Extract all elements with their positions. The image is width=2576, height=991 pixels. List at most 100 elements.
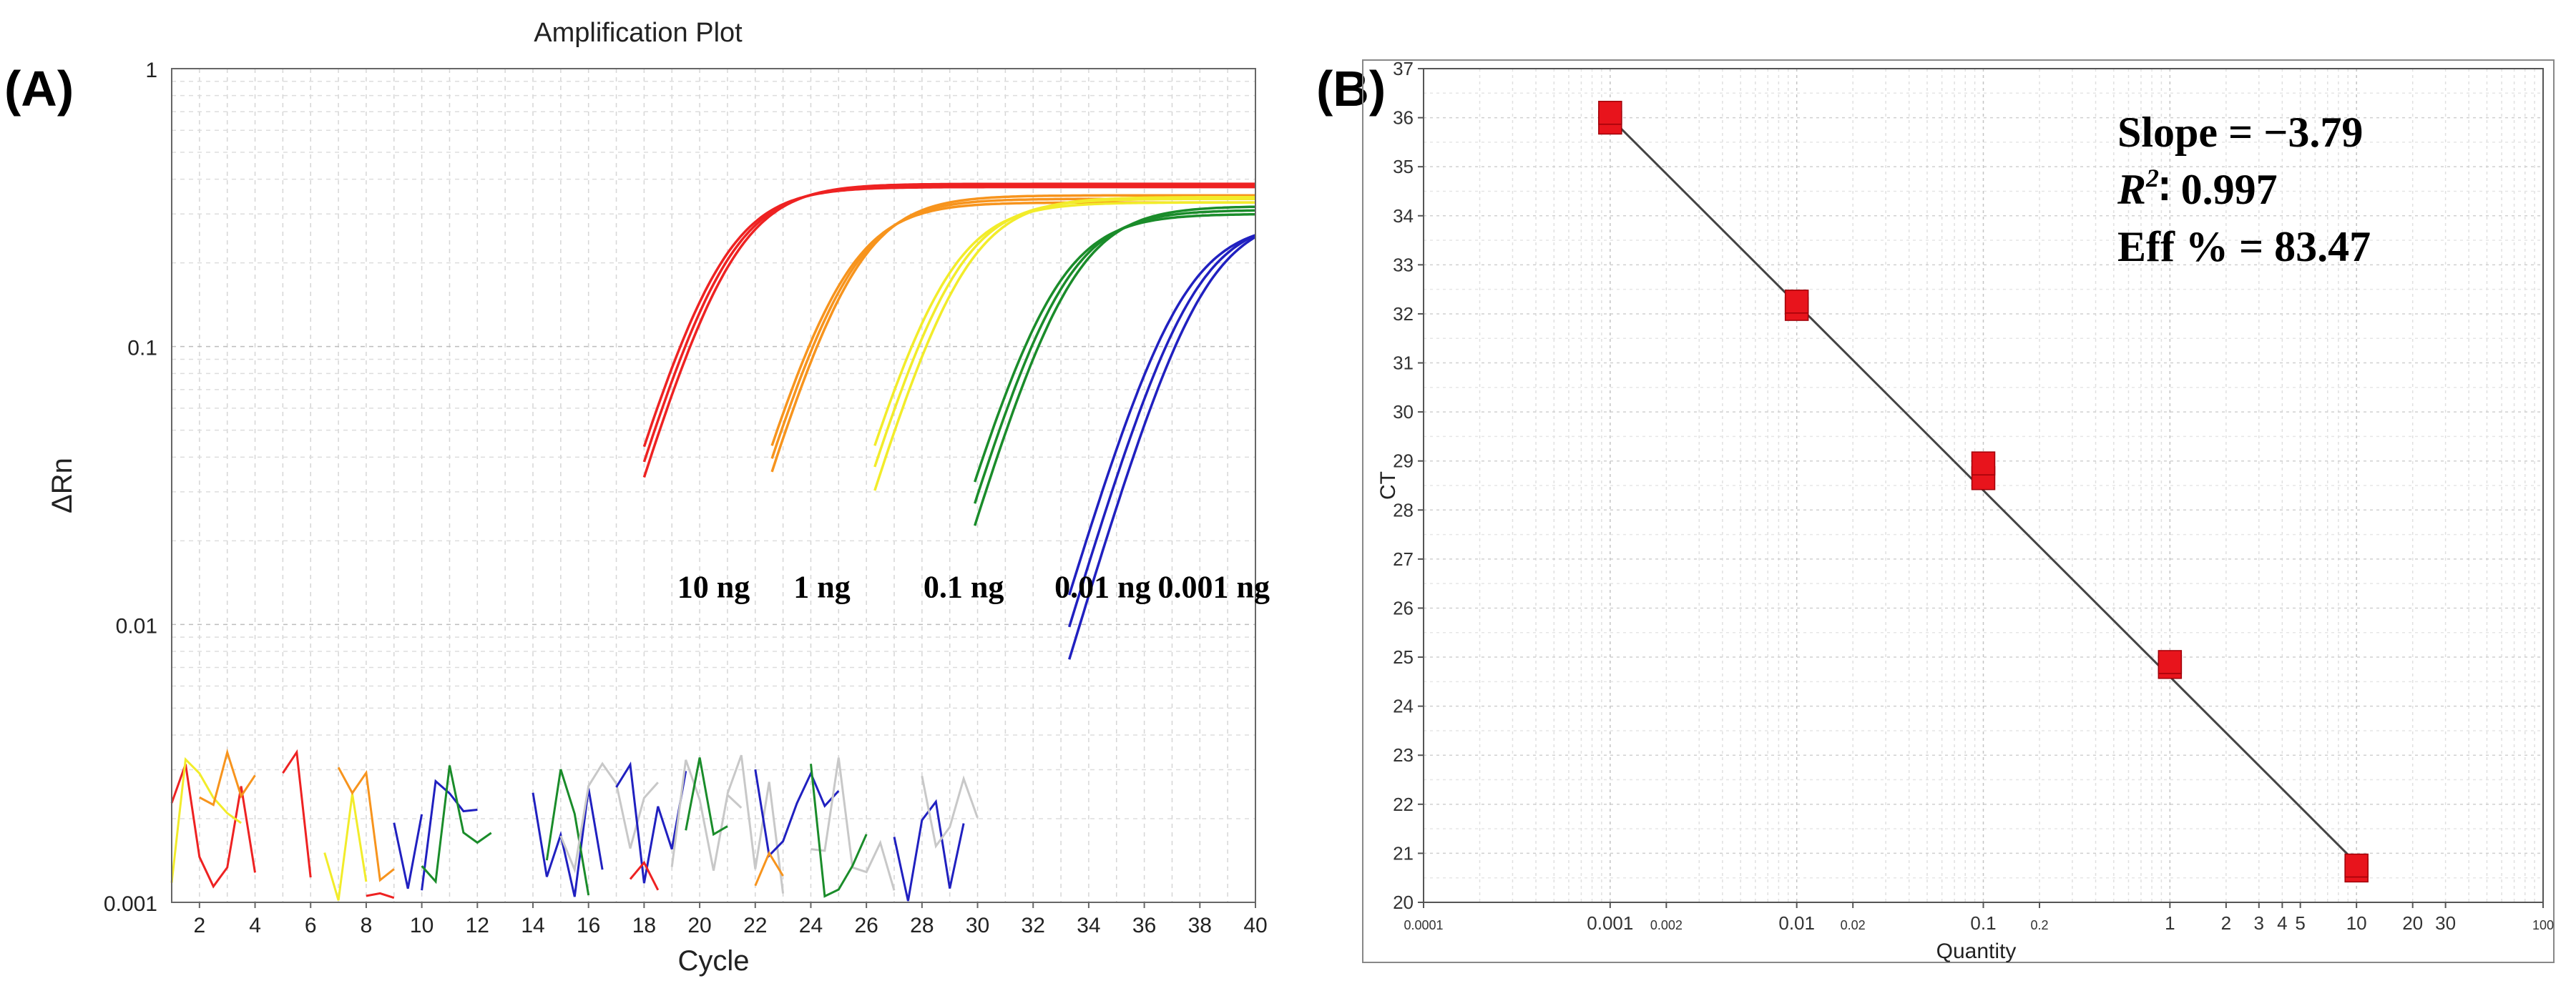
baseline-noise-line	[199, 748, 256, 807]
y-tick-label: 27	[1393, 548, 1414, 570]
y-tick-label: 20	[1393, 892, 1414, 913]
y-tick-label: 34	[1393, 205, 1414, 227]
y-tick-label: 36	[1393, 107, 1414, 129]
x-tick-label: 38	[1188, 914, 1212, 937]
y-tick-label: 0.01	[116, 614, 157, 638]
x-tick-label: 10	[2346, 912, 2367, 934]
amplification-curve	[770, 194, 1255, 473]
x-tick-label: 24	[799, 914, 823, 937]
baseline-noise-line	[629, 860, 660, 891]
plot-frame-a	[171, 68, 1256, 903]
x-tick-label: 14	[521, 914, 544, 937]
baseline-noise-line	[810, 764, 868, 898]
x-tick-labels-a: 2 4 6 8 10 12 14 16 18 20 22 24 26 28 30 32 34 36 38 40	[194, 902, 1268, 937]
x-tick-label: 3	[2254, 912, 2264, 934]
baseline-noise-line	[170, 764, 256, 889]
concentration-label: 10 ng	[677, 570, 750, 605]
baseline-noise-line	[685, 757, 728, 837]
y-tick-label: 22	[1393, 794, 1414, 815]
x-tick-label: 2	[194, 914, 206, 937]
data-point-marker	[1598, 100, 1622, 125]
y-tick-label: 32	[1393, 303, 1414, 325]
r2-symbol: R	[2117, 166, 2146, 213]
y-tick-label: 37	[1393, 58, 1414, 79]
y-tick-label: 31	[1393, 352, 1414, 374]
baseline-noise-line	[726, 754, 785, 894]
concentration-label: 0.01 ng	[1054, 570, 1150, 605]
y-tick-label: 0.001	[104, 892, 157, 916]
y-tick-label: 23	[1393, 744, 1414, 766]
y-tick-label: 0.1	[127, 337, 157, 360]
baseline-noise-line	[323, 794, 368, 901]
x-tick-label: 0.02	[1841, 918, 1866, 932]
x-tick-label: 30	[2435, 912, 2456, 934]
amplification-curve	[642, 185, 1255, 448]
y-tick-labels-a: 0.001 0.01 0.1 1	[104, 59, 157, 916]
y-axis-label-a: ΔRn	[46, 458, 78, 513]
y-tick-label: 25	[1393, 646, 1414, 668]
y-tick-label: 30	[1393, 401, 1414, 423]
baseline-noise-line	[810, 757, 896, 891]
y-tick-label: 24	[1393, 696, 1414, 717]
y-tick-label: 26	[1393, 597, 1414, 618]
x-tick-label: 26	[854, 914, 878, 937]
regression-line	[1609, 117, 2358, 864]
amplification-curve	[642, 184, 1255, 463]
x-tick-label: 8	[361, 914, 373, 937]
baseline-noise-line	[615, 761, 687, 884]
baseline-noise-line	[282, 749, 312, 878]
x-tick-label: 20	[687, 914, 711, 937]
x-tick-label: 0.01	[1778, 912, 1815, 934]
efficiency-text: Eff % = 83.47	[2117, 223, 2371, 270]
x-tick-label: 0.1	[1970, 912, 1996, 934]
x-tick-label: 16	[577, 914, 600, 937]
concentration-labels: 10 ng 1 ng 0.1 ng 0.01 ng 0.001 ng	[677, 570, 1270, 605]
concentration-label: 1 ng	[793, 570, 850, 605]
y-tick-label: 1	[145, 59, 157, 82]
amplification-curve	[873, 201, 1255, 446]
x-tick-label: 5	[2295, 912, 2305, 934]
x-tick-label: 2	[2221, 912, 2231, 934]
amplification-curves	[170, 182, 1256, 902]
baseline-noise-line	[670, 759, 743, 871]
grid-a	[171, 69, 1256, 903]
y-tick-label: 29	[1393, 450, 1414, 472]
y-tick-labels-b: 20 21 22 23 24 25 26 27 28 29 30 31 32 33 34 35 36 37	[1393, 58, 1424, 913]
x-tick-label: 22	[743, 914, 767, 937]
x-axis-label-b: Quantity	[1936, 940, 2017, 963]
chart-title: Amplification Plot	[534, 18, 743, 48]
x-tick-label: 4	[249, 914, 261, 937]
amplification-curve	[974, 209, 1255, 504]
baseline-noise-line	[393, 814, 423, 889]
amplification-curve	[1068, 234, 1256, 628]
amplification-curve	[1068, 235, 1256, 660]
standard-curve: 0.0001 0.001 0.002 0.01 0.02 0.1 0.2 1 2 3 4 5 10 20 3…	[1362, 58, 2555, 963]
data-point-marker	[2344, 853, 2369, 878]
baseline-noise-line	[170, 756, 242, 883]
baseline-noise-line	[532, 788, 604, 897]
x-tick-label: 34	[1077, 914, 1100, 937]
x-tick-label: 0.002	[1650, 918, 1683, 932]
x-tick-label: 10	[410, 914, 434, 937]
panel-a-label: (A)	[4, 61, 74, 117]
amplification-curve	[873, 195, 1255, 491]
amplification-curve	[974, 205, 1255, 526]
x-tick-label: 20	[2402, 912, 2423, 934]
x-tick-label: 36	[1132, 914, 1156, 937]
baseline-noise-line	[366, 892, 395, 899]
r2-value: ∶ 0.997	[2159, 166, 2278, 213]
baseline-noise-line	[337, 766, 395, 882]
baseline-noise-line	[921, 775, 979, 849]
x-tick-label: 0.2	[2031, 918, 2049, 932]
slope-text: Slope = −3.79	[2117, 109, 2363, 156]
r2-text: R2∶ 0.997	[2117, 164, 2278, 213]
data-points	[1598, 100, 2369, 883]
y-axis-label-b: CT	[1376, 471, 1400, 500]
baseline-noise-line	[421, 765, 492, 884]
baseline-noise-line	[421, 779, 478, 891]
amplification-plot: Amplification Plot 2 4 6 8 10 12 14 16 18 20 22 24 2…	[46, 18, 1270, 977]
y-tick-label: 35	[1393, 156, 1414, 177]
amplification-curve	[642, 182, 1255, 478]
x-tick-label: 4	[2277, 912, 2287, 934]
